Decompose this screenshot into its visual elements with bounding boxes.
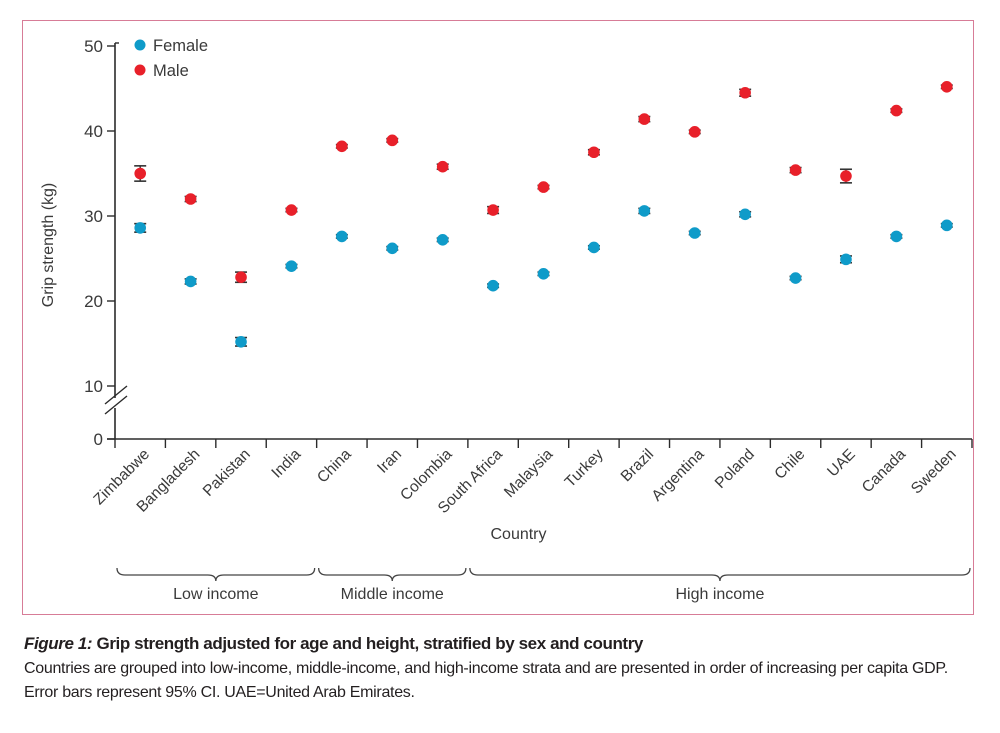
female-point	[739, 208, 751, 221]
male-point	[386, 134, 399, 147]
female-point	[285, 260, 298, 272]
y-tick-label: 10	[84, 377, 103, 396]
female-point	[789, 272, 802, 284]
male-point	[688, 126, 701, 138]
x-tick-label: Poland	[712, 446, 758, 492]
male-point	[840, 170, 852, 182]
female-point	[134, 222, 147, 234]
male-point	[235, 271, 247, 284]
x-tick-label: Brazil	[618, 446, 657, 485]
male-point	[890, 104, 903, 117]
x-tick-label: Sweden	[908, 446, 960, 498]
x-tick-label: India	[268, 446, 304, 482]
group-label: Middle income	[341, 586, 444, 603]
figure-frame	[22, 20, 974, 615]
figure-caption: Figure 1: Grip strength adjusted for age…	[24, 634, 984, 705]
male-point	[537, 181, 550, 193]
group-brace	[469, 567, 971, 582]
male-point	[285, 204, 298, 216]
caption-title-text: Grip strength adjusted for age and heigh…	[92, 634, 644, 653]
male-point	[134, 167, 147, 180]
legend-marker-female	[134, 39, 146, 51]
y-tick-label: 30	[84, 207, 103, 226]
male-point	[184, 193, 197, 205]
data-marks	[134, 81, 953, 348]
x-tick-label: Chile	[771, 446, 808, 483]
male-point	[739, 86, 751, 99]
caption-title: Figure 1: Grip strength adjusted for age…	[24, 634, 984, 654]
x-axis-label: Country	[490, 526, 546, 543]
y-tick-label: 0	[94, 430, 103, 449]
y-tick-label: 50	[84, 37, 103, 56]
group-brace	[116, 567, 316, 582]
female-point	[537, 268, 550, 280]
male-point	[638, 113, 651, 125]
x-tick-label: China	[314, 446, 355, 487]
female-point	[890, 230, 903, 243]
female-point	[336, 230, 348, 243]
y-tick-label: 20	[84, 292, 103, 311]
x-tick-label: Iran	[374, 446, 405, 477]
income-groups: Low income Middle income High income	[116, 567, 971, 603]
female-point	[840, 253, 852, 266]
x-tick-label: Canada	[859, 446, 910, 497]
male-point	[436, 160, 449, 173]
female-point	[688, 227, 701, 239]
legend-label-female: Female	[153, 37, 208, 55]
female-point	[386, 242, 399, 255]
group-label: High income	[675, 586, 764, 603]
female-point	[940, 219, 953, 232]
female-point	[588, 241, 600, 254]
male-point	[336, 140, 348, 153]
legend-marker-male	[134, 64, 146, 76]
male-point	[487, 204, 499, 216]
female-point	[638, 205, 651, 217]
y-tick-label: 40	[84, 122, 103, 141]
x-tick-label: Argentina	[649, 446, 708, 505]
figure-label: Figure 1:	[24, 634, 93, 653]
x-tick-label: UAE	[824, 446, 859, 481]
group-label: Low income	[173, 586, 258, 603]
x-tick-label: Malaysia	[501, 446, 557, 502]
female-point	[436, 234, 449, 246]
male-point	[940, 81, 953, 93]
female-point	[487, 279, 499, 292]
axis-break-mark	[104, 395, 128, 415]
female-point	[184, 275, 197, 288]
caption-body: Countries are grouped into low-income, m…	[24, 660, 948, 701]
x-tick-label: Pakistan	[200, 446, 254, 500]
y-axis-label: Grip strength (kg)	[40, 183, 57, 307]
male-point	[588, 146, 600, 159]
axis-break-mark	[104, 385, 128, 405]
x-tick-label: Turkey	[562, 446, 607, 491]
male-point	[789, 164, 802, 176]
legend: Female Male	[134, 37, 208, 80]
female-point	[235, 336, 247, 348]
legend-label-male: Male	[153, 62, 189, 80]
group-brace	[317, 567, 467, 582]
